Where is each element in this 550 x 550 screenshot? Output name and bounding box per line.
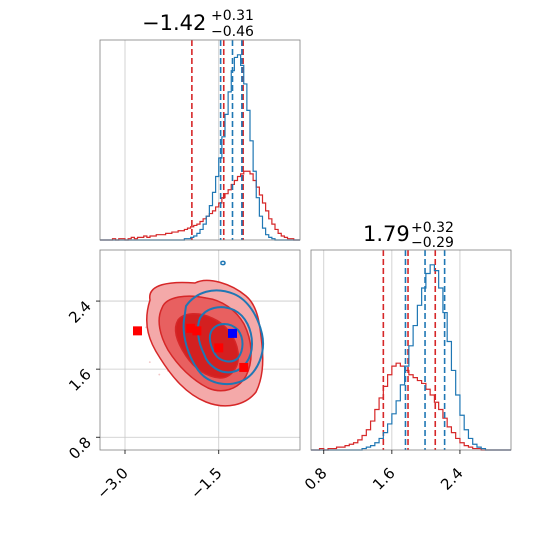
contour-y-tick-label: 2.4 (65, 297, 95, 327)
contour-blue-level-mid (196, 306, 254, 374)
top-hist-background (100, 40, 300, 240)
contour-x-tick-label: −1.5 (187, 464, 225, 502)
right-hist-background (311, 250, 511, 450)
right-histogram-title-value: 1.79 (363, 222, 410, 246)
contour-y-tick-label: 1.6 (65, 365, 95, 395)
contour-red-marker (192, 326, 202, 336)
contour-red-marker (186, 323, 196, 333)
right-hist-series-0-step (311, 362, 511, 451)
top-hist-border (99, 39, 301, 241)
contour-red-marker (214, 343, 224, 353)
contour-blue-level-outer (182, 289, 264, 386)
panel-top-left-histogram (99, 39, 301, 241)
panel-bottom-right-histogram: 0.8 1.6 2.4 (301, 249, 512, 494)
contour-red-marker (133, 326, 142, 336)
right-hist-series-1-step (311, 264, 511, 451)
contour-y-tick-label: 0.8 (65, 433, 95, 463)
panel-bottom-left-contour: −3.0 −1.5 0.8 1.6 2.4 (65, 249, 301, 503)
right-histogram-title-sup: +0.32 (411, 220, 454, 236)
right-hist-border (310, 249, 512, 451)
contour-red-sample-dot (158, 373, 161, 376)
contour-border (99, 249, 301, 451)
right-histogram-title-sub: −0.29 (411, 235, 454, 251)
top-histogram-title-sup: +0.31 (211, 8, 254, 24)
contour-blue-level-inner (208, 323, 244, 363)
contour-x-tick-label: −3.0 (93, 464, 131, 502)
contour-blue-marker (228, 328, 237, 338)
contour-red-sample-dot (148, 361, 151, 364)
contour-red-marker (239, 362, 249, 372)
right-hist-x-tick-label: 0.8 (301, 464, 331, 494)
right-hist-x-tick-label: 2.4 (437, 464, 467, 494)
contour-blue-island (220, 260, 226, 266)
top-histogram-title-value: −1.42 (142, 11, 206, 35)
top-histogram-title-sub: −0.46 (211, 24, 254, 40)
right-hist-x-tick-label: 1.6 (369, 464, 399, 494)
